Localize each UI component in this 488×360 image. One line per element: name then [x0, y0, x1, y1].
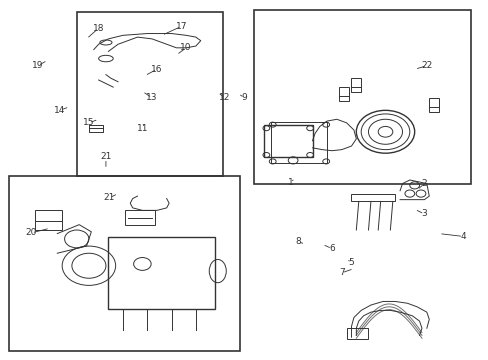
Text: 1: 1 [287, 178, 293, 187]
Bar [346, 328, 368, 339]
Text: 19: 19 [32, 61, 43, 70]
Text: 12: 12 [219, 93, 230, 102]
Bar [271, 122, 326, 163]
Bar [77, 12, 222, 176]
Bar [351, 78, 361, 93]
Text: 13: 13 [146, 93, 158, 102]
Bar [9, 176, 239, 351]
Text: 6: 6 [328, 244, 334, 253]
Text: 8: 8 [294, 237, 300, 246]
Text: 11: 11 [136, 124, 148, 133]
Bar [125, 210, 154, 225]
Text: 20: 20 [26, 228, 37, 237]
Text: 15: 15 [83, 118, 95, 127]
Text: 21: 21 [100, 152, 111, 161]
Text: 4: 4 [460, 232, 465, 241]
Text: 21: 21 [103, 193, 115, 202]
Text: 9: 9 [241, 93, 247, 102]
Text: 16: 16 [151, 65, 163, 74]
Text: 7: 7 [338, 268, 344, 277]
Bar [254, 10, 469, 184]
Bar [264, 125, 312, 157]
Bar [428, 98, 438, 112]
Bar [35, 210, 62, 230]
Text: 14: 14 [54, 106, 65, 115]
Text: 3: 3 [421, 210, 427, 219]
Bar [108, 237, 215, 309]
Text: 22: 22 [420, 61, 431, 70]
Bar [351, 194, 394, 202]
Text: 17: 17 [175, 22, 186, 31]
Text: 10: 10 [180, 43, 191, 52]
Text: 2: 2 [421, 179, 427, 188]
Text: 5: 5 [348, 258, 354, 267]
Bar [339, 87, 348, 102]
Text: 18: 18 [93, 24, 104, 33]
